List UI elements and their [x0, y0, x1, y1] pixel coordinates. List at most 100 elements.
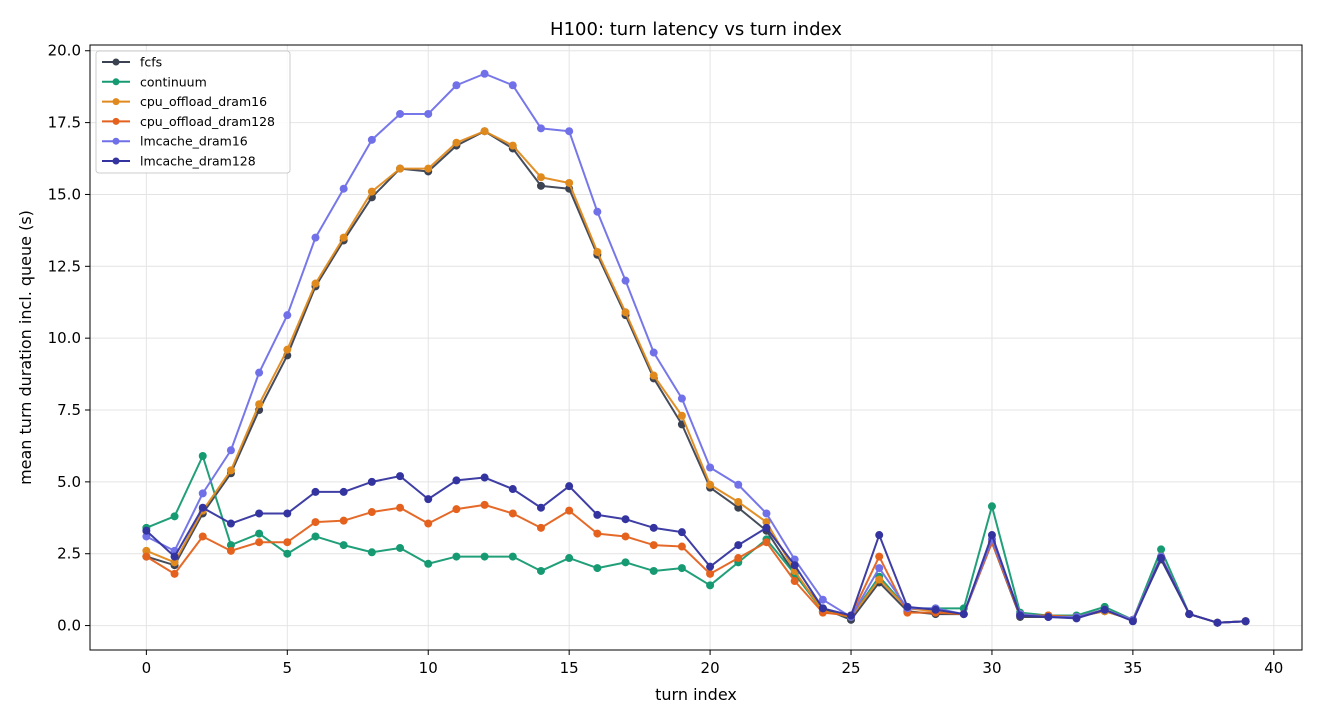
data-point [480, 69, 489, 78]
data-point [255, 509, 264, 518]
data-point [593, 510, 602, 519]
data-point [424, 109, 433, 118]
data-point [536, 173, 545, 182]
data-point [875, 564, 884, 573]
data-point [875, 552, 884, 561]
data-point [255, 368, 264, 377]
x-tick-label: 0 [142, 659, 152, 677]
data-point [311, 279, 320, 288]
grid [90, 45, 1302, 650]
data-point [536, 566, 545, 575]
data-point [677, 394, 686, 403]
data-point [536, 181, 545, 190]
data-point [452, 552, 461, 561]
legend-swatch-marker [112, 157, 120, 165]
data-point [649, 348, 658, 357]
data-point [593, 207, 602, 216]
data-point [255, 400, 264, 409]
data-point [396, 109, 405, 118]
x-tick-label: 35 [1123, 659, 1142, 677]
data-point [339, 541, 348, 550]
data-point [649, 523, 658, 532]
x-tick-label: 10 [419, 659, 438, 677]
x-tick-label: 5 [283, 659, 293, 677]
y-tick-label: 7.5 [57, 401, 81, 419]
data-point [790, 577, 799, 586]
data-point [142, 526, 151, 535]
data-point [593, 529, 602, 538]
data-point [283, 538, 292, 547]
data-point [396, 503, 405, 512]
data-point [283, 311, 292, 320]
data-point [565, 506, 574, 515]
data-point [283, 549, 292, 558]
data-point [903, 602, 912, 611]
data-point [198, 532, 207, 541]
y-tick-label: 5.0 [57, 473, 81, 491]
legend-swatch-marker [112, 137, 120, 145]
legend-label: continuum [140, 74, 207, 89]
data-point [734, 480, 743, 489]
x-tick-label: 25 [841, 659, 860, 677]
data-point [1100, 605, 1109, 614]
y-tick-label: 20.0 [48, 42, 81, 60]
data-point [339, 516, 348, 525]
data-point [565, 178, 574, 187]
data-point [480, 127, 489, 136]
legend-swatch-marker [112, 58, 120, 66]
data-point [593, 564, 602, 573]
data-point [677, 542, 686, 551]
data-point [170, 569, 179, 578]
data-point [226, 466, 235, 475]
data-point [649, 566, 658, 575]
legend-swatch-marker [112, 117, 120, 125]
data-point [255, 529, 264, 538]
data-point [367, 548, 376, 557]
data-point [367, 187, 376, 196]
data-point [1213, 618, 1222, 627]
data-point [367, 135, 376, 144]
data-point [142, 532, 151, 541]
data-point [452, 505, 461, 514]
data-point [367, 508, 376, 517]
data-point [424, 164, 433, 173]
x-tick-label: 30 [982, 659, 1001, 677]
data-point [480, 473, 489, 482]
legend-swatch-marker [112, 98, 120, 106]
data-point [987, 502, 996, 511]
y-tick-label: 2.5 [57, 545, 81, 563]
data-point [452, 138, 461, 147]
legend: fcfs continuum cpu_offload_dram16 cpu_offlo… [95, 50, 291, 174]
data-point [226, 541, 235, 550]
data-point [424, 495, 433, 504]
data-point [1157, 545, 1166, 554]
legend-item: fcfs [102, 55, 162, 70]
y-tick-label: 15.0 [48, 185, 81, 203]
data-point [508, 509, 517, 518]
x-tick-label: 15 [560, 659, 579, 677]
data-point [677, 528, 686, 537]
data-point [170, 558, 179, 567]
y-axis-ticks: 0.0 2.5 5.0 7.5 10.0 12.5 15.0 17.5 20.0 [48, 42, 90, 635]
data-point [818, 595, 827, 604]
data-point [283, 345, 292, 354]
data-point [677, 411, 686, 420]
data-point [621, 558, 630, 567]
data-point [536, 523, 545, 532]
data-point [255, 538, 264, 547]
data-point [142, 546, 151, 555]
data-point [1072, 614, 1081, 623]
data-point [734, 541, 743, 550]
chart-title: H100: turn latency vs turn index [550, 19, 842, 40]
data-point [226, 546, 235, 555]
data-point [452, 81, 461, 90]
data-point [621, 308, 630, 317]
legend-label: fcfs [140, 55, 162, 70]
data-point [649, 371, 658, 380]
legend-item: lmcache_dram128 [102, 154, 256, 169]
data-point [621, 515, 630, 524]
data-point [508, 552, 517, 561]
data-point [762, 518, 771, 527]
